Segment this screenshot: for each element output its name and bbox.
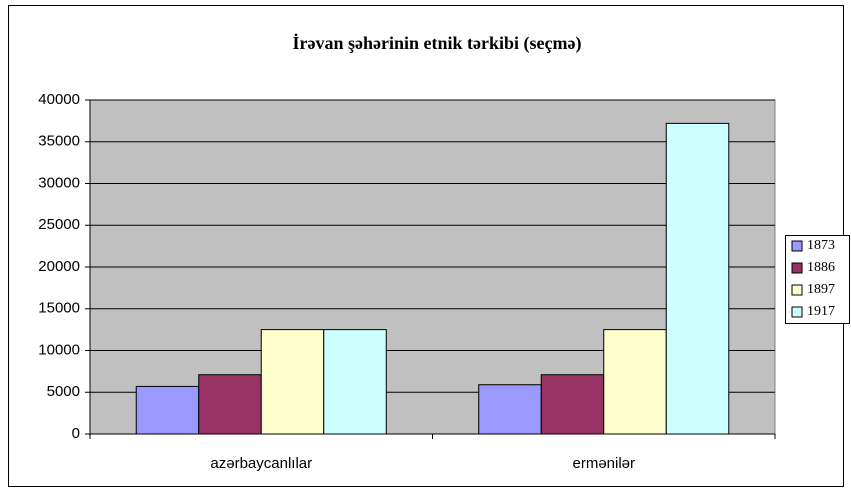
bar [198,374,262,435]
y-tick-label: 0 [72,425,80,442]
bar [135,385,200,435]
x-tick-label: azərbaycanlılar [210,455,312,472]
legend-swatch [791,306,803,318]
y-tick-label: 25000 [38,216,80,233]
bar [603,329,667,435]
y-tick-label: 15000 [38,300,80,317]
legend-label: 1897 [807,282,835,297]
bar [323,329,387,435]
legend-label: 1886 [807,260,835,275]
legend-swatch [791,284,803,296]
y-tick-label: 35000 [38,133,80,150]
bar [260,329,325,435]
bar [478,384,542,435]
y-tick-label: 40000 [38,91,80,108]
chart-title: İrəvan şəhərinin etnik tərkibi (seçmə) [293,33,582,54]
y-tick-label: 30000 [38,174,80,191]
y-tick-label: 10000 [38,341,80,358]
legend-label: 1917 [807,304,835,319]
bar [665,122,730,435]
legend-swatch [791,262,803,274]
legend-label: 1873 [807,238,835,253]
bar [540,374,605,435]
x-tick-label: ermənilər [572,455,635,472]
y-tick-label: 20000 [38,258,80,275]
y-tick-label: 5000 [47,383,80,400]
legend-swatch [791,240,803,252]
